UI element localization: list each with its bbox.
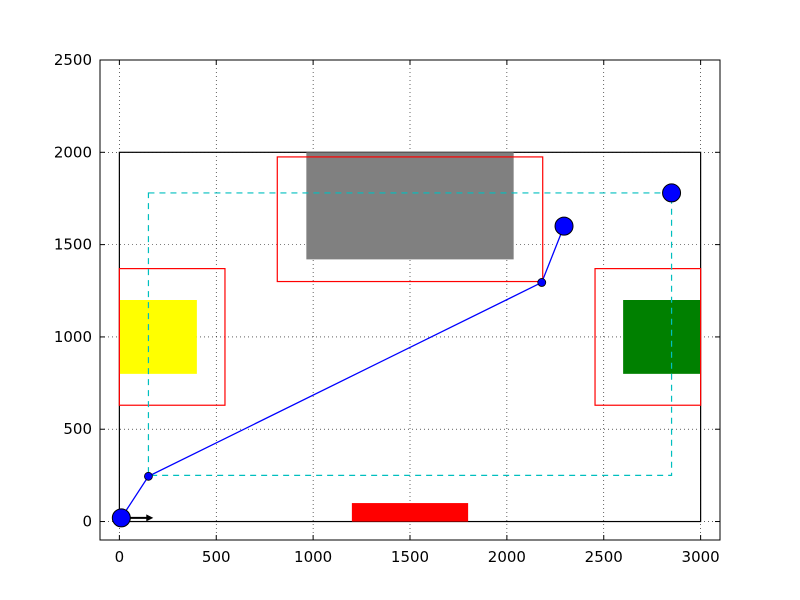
heading-arrow-head (146, 514, 154, 522)
y-tick-label: 2000 (54, 143, 92, 161)
plot-content (111, 151, 702, 528)
dashed-loop (147, 192, 673, 476)
x-tick-label: 500 (202, 548, 231, 566)
x-tick-label: 1500 (391, 548, 429, 566)
left-boundary (118, 268, 226, 406)
green-zone (623, 300, 701, 374)
path-line (120, 225, 565, 519)
y-tick-label: 1000 (54, 328, 92, 346)
x-tick-label: 0 (115, 548, 125, 566)
y-tick-label: 500 (63, 420, 92, 438)
path-marker (537, 278, 547, 287)
robot-corner (662, 183, 682, 203)
right-boundary (594, 268, 702, 406)
y-tick-label: 1500 (54, 236, 92, 254)
x-tick-label: 2500 (585, 548, 623, 566)
gray-zone (306, 152, 514, 260)
robot-start (111, 508, 131, 528)
x-tick-label: 2000 (488, 548, 526, 566)
x-tick-label: 3000 (682, 548, 720, 566)
ticks: 0 500 1000 1500 2000 2500 3000 0 500 1000 1500 2000… (54, 51, 720, 566)
path-marker (144, 471, 153, 481)
top-boundary (276, 156, 544, 283)
robot-target (554, 216, 574, 236)
red-zone (351, 503, 469, 522)
x-tick-label: 1000 (294, 548, 332, 566)
y-tick-label: 0 (82, 513, 92, 531)
yellow-zone (119, 300, 197, 374)
y-tick-label: 2500 (54, 51, 92, 69)
